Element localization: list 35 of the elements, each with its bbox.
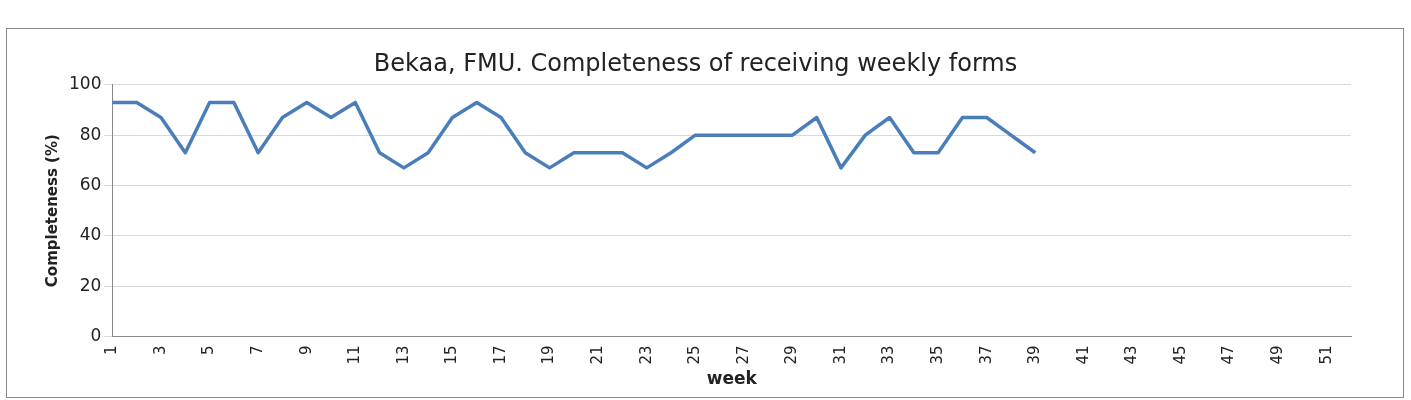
x-tick-label: 13: [393, 345, 412, 365]
x-tick-label: 17: [490, 345, 509, 365]
x-tick-label: 37: [976, 345, 995, 365]
x-tick-label: 3: [150, 345, 169, 356]
x-tick-label: 49: [1268, 345, 1287, 365]
x-tick-label: 35: [928, 345, 947, 365]
x-tick-label: 31: [830, 345, 849, 365]
x-tick-label: 19: [539, 345, 558, 365]
y-tick-label: 20: [79, 274, 102, 295]
x-tick-label: 29: [782, 345, 801, 365]
x-tick-label: 9: [296, 345, 315, 356]
x-tick-label: 25: [685, 345, 704, 365]
chart-title: Bekaa, FMU. Completeness of receiving weekly forms: [373, 48, 1018, 77]
y-tick-label: 60: [79, 173, 102, 194]
y-axis-title: Completeness (%): [42, 134, 61, 288]
y-tick-label: 40: [79, 224, 102, 245]
x-tick-label: 11: [345, 345, 364, 365]
x-tick-label: 5: [199, 345, 218, 356]
x-tick-label: 45: [1170, 345, 1189, 365]
x-tick-label: 21: [588, 345, 607, 365]
x-axis-title: week: [706, 368, 758, 389]
x-tick-label: 33: [879, 345, 898, 365]
y-tick-label: 0: [90, 324, 102, 345]
y-tick-label: 80: [79, 123, 102, 144]
x-tick-label: 51: [1316, 345, 1335, 365]
x-tick-label: 39: [1025, 345, 1044, 365]
y-tick-label: 100: [68, 73, 102, 94]
x-tick-label: 47: [1219, 345, 1238, 365]
x-tick-label: 43: [1122, 345, 1141, 365]
x-tick-label: 1: [102, 345, 121, 356]
x-tick-label: 15: [442, 345, 461, 365]
x-tick-label: 41: [1073, 345, 1092, 365]
x-tick-label: 27: [733, 345, 752, 365]
x-tick-label: 7: [248, 345, 267, 356]
x-tick-label: 23: [636, 345, 655, 365]
